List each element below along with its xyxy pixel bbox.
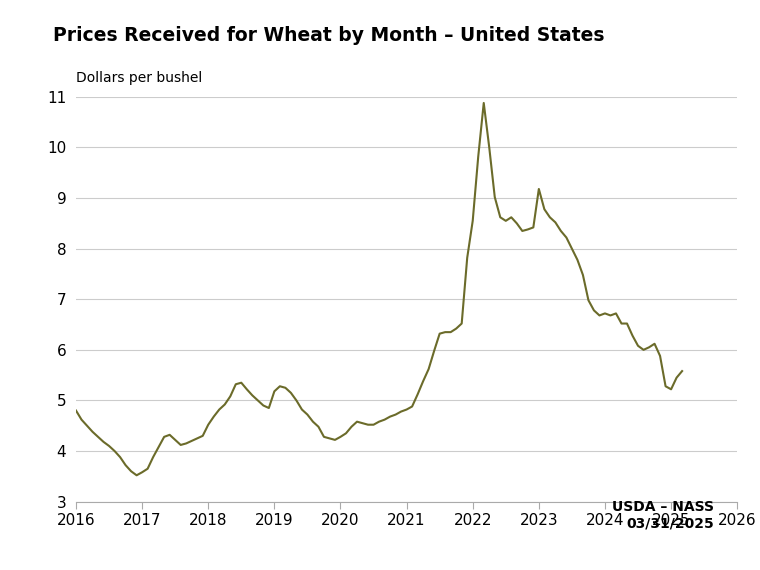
Text: Dollars per bushel: Dollars per bushel [76,71,202,85]
Text: Prices Received for Wheat by Month – United States: Prices Received for Wheat by Month – Uni… [53,26,605,44]
Text: USDA – NASS
03/31/2025: USDA – NASS 03/31/2025 [613,500,714,530]
